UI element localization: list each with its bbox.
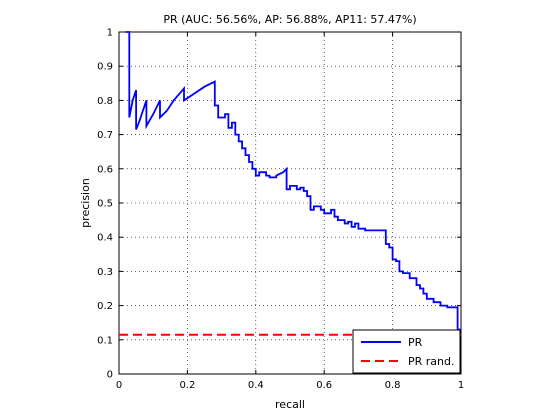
x-tick-label: 0.4 [248,380,264,391]
y-tick-label: 0 [107,370,113,381]
y-axis-title: precision [79,178,92,228]
y-tick-label: 0.7 [97,130,113,141]
axis-ticks: 0 0.2 0.4 0.6 0.8 1 0 0.1 0.2 0.3 0.4 0.5 0.6 0.7 0.8 0… [97,28,464,392]
y-tick-label: 0.6 [97,164,113,175]
plot-frame [118,31,462,375]
x-tick-label: 0 [116,380,122,391]
y-tick-label: 0.2 [97,301,113,312]
y-tick-label: 1 [107,28,113,39]
y-tick-label: 0.9 [97,62,113,73]
y-tick-label: 0.5 [97,199,113,210]
series-layer [119,31,461,336]
x-tick-label: 0.8 [385,380,401,391]
series-line-pr [125,31,461,331]
legend-label-pr: PR [408,336,423,349]
legend: PR PR rand. [352,329,461,374]
legend-box [352,329,461,374]
grid [119,32,461,374]
y-tick-label: 0.1 [97,335,113,346]
chart-title: PR (AUC: 56.56%, AP: 56.88%, AP11: 57.47… [163,13,416,26]
y-tick-label: 0.3 [97,267,113,278]
y-tick-label: 0.8 [97,96,113,107]
x-axis-title: recall [275,398,305,411]
legend-label-pr-rand: PR rand. [408,355,455,368]
x-tick-label: 0.2 [179,380,195,391]
x-tick-label: 1 [458,380,464,391]
y-tick-label: 0.4 [97,233,113,244]
x-tick-label: 0.6 [316,380,332,391]
